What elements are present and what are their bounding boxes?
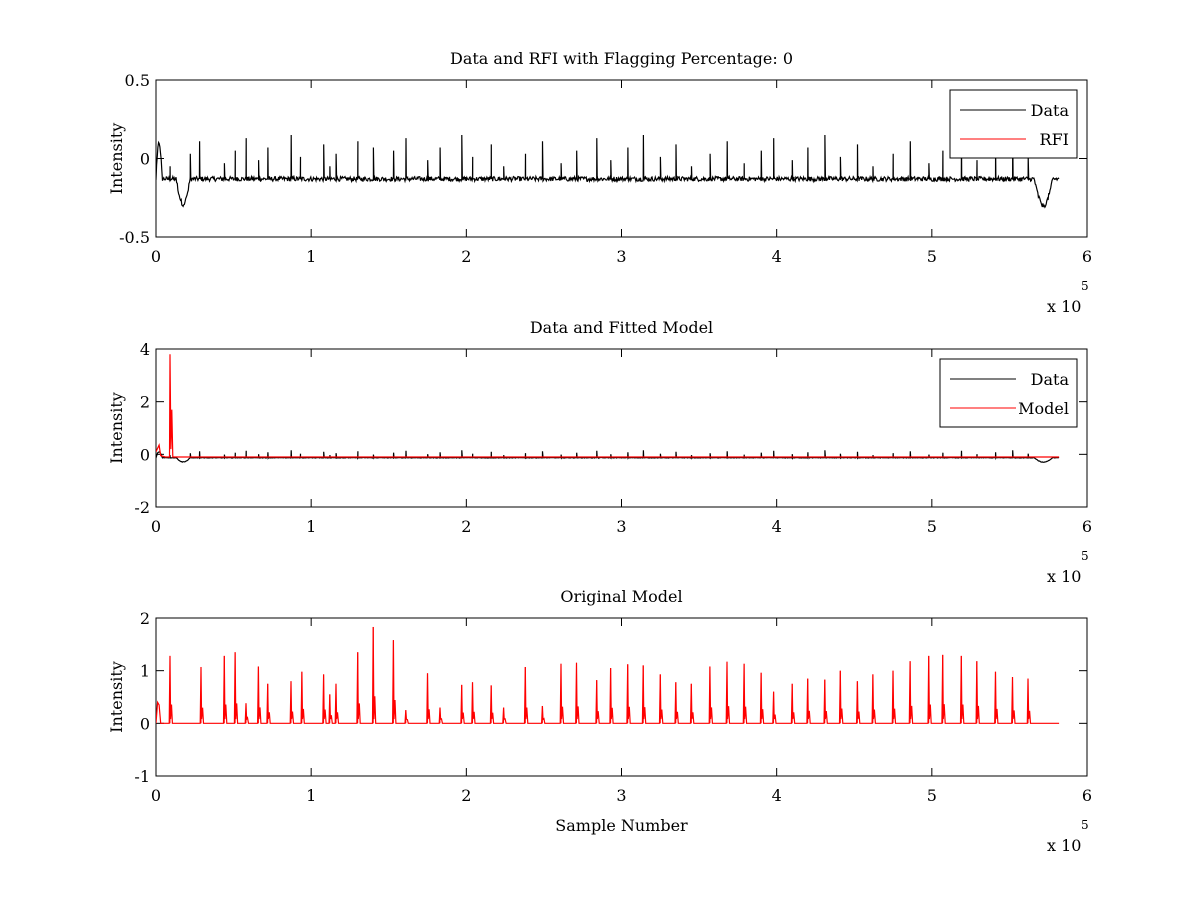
legend-box bbox=[939, 358, 1078, 428]
x-tick-label: 1 bbox=[306, 247, 316, 266]
x-tick-label: 3 bbox=[616, 517, 626, 536]
plot-area bbox=[156, 626, 1060, 724]
legend-label: Model bbox=[1018, 399, 1069, 418]
y-tick-label: 0.5 bbox=[125, 71, 150, 90]
y-tick-label: 0 bbox=[140, 714, 150, 733]
y-tick-label: 4 bbox=[140, 340, 150, 359]
y-axis-label: Intensity bbox=[107, 392, 126, 464]
x-tick-label: 2 bbox=[461, 786, 471, 805]
x-tick-label: 6 bbox=[1082, 517, 1092, 536]
x-tick-label: 2 bbox=[461, 247, 471, 266]
chart-title: Data and RFI with Flagging Percentage: 0 bbox=[450, 49, 793, 68]
y-tick-label: 1 bbox=[140, 662, 150, 681]
y-axis-label: Intensity bbox=[107, 661, 126, 733]
y-tick-label: 0 bbox=[140, 150, 150, 169]
chart-title: Data and Fitted Model bbox=[530, 318, 713, 337]
x-tick-label: 6 bbox=[1082, 247, 1092, 266]
x-tick-label: 3 bbox=[616, 247, 626, 266]
axes-box bbox=[155, 617, 1088, 777]
legend: Data RFI bbox=[949, 89, 1078, 159]
x-tick-label: 5 bbox=[927, 786, 937, 805]
x-tick-label: 3 bbox=[616, 786, 626, 805]
x-multiplier-exponent: 5 bbox=[1081, 279, 1089, 293]
x-multiplier: x 10 bbox=[1047, 297, 1081, 316]
plot-area bbox=[156, 134, 1060, 209]
x-axis-label: Sample Number bbox=[555, 816, 688, 835]
data-line bbox=[156, 450, 1060, 463]
y-tick-label: 2 bbox=[140, 609, 150, 628]
x-multiplier: x 10 bbox=[1047, 567, 1081, 586]
x-tick-label: 1 bbox=[306, 517, 316, 536]
x-tick-label: 6 bbox=[1082, 786, 1092, 805]
y-tick-label: 0 bbox=[140, 445, 150, 464]
legend: Data Model bbox=[939, 358, 1078, 428]
chart-title: Original Model bbox=[560, 587, 682, 606]
legend-label: Data bbox=[1031, 370, 1070, 389]
y-tick-label: -1 bbox=[134, 767, 150, 786]
x-multiplier-exponent: 5 bbox=[1081, 549, 1089, 563]
y-tick-label: -0.5 bbox=[119, 228, 150, 247]
axes-box bbox=[155, 79, 1088, 238]
y-axis-label: Intensity bbox=[107, 123, 126, 195]
x-multiplier-exponent: 5 bbox=[1081, 818, 1089, 832]
plot-area bbox=[156, 354, 1060, 463]
x-tick-label: 2 bbox=[461, 517, 471, 536]
legend-label: Data bbox=[1031, 101, 1070, 120]
x-tick-label: 4 bbox=[772, 786, 782, 805]
x-multiplier: x 10 bbox=[1047, 836, 1081, 855]
x-tick-label: 5 bbox=[927, 517, 937, 536]
y-tick-label: -2 bbox=[134, 498, 150, 517]
y-tick-label: 2 bbox=[140, 393, 150, 412]
x-tick-label: 5 bbox=[927, 247, 937, 266]
model-line bbox=[156, 354, 1060, 458]
data-line bbox=[156, 134, 1060, 209]
x-tick-label: 0 bbox=[151, 517, 161, 536]
legend-label: RFI bbox=[1040, 130, 1069, 149]
x-tick-label: 0 bbox=[151, 786, 161, 805]
x-tick-label: 0 bbox=[151, 247, 161, 266]
legend-box bbox=[949, 89, 1078, 159]
x-tick-label: 1 bbox=[306, 786, 316, 805]
x-tick-label: 4 bbox=[772, 247, 782, 266]
x-tick-label: 4 bbox=[772, 517, 782, 536]
